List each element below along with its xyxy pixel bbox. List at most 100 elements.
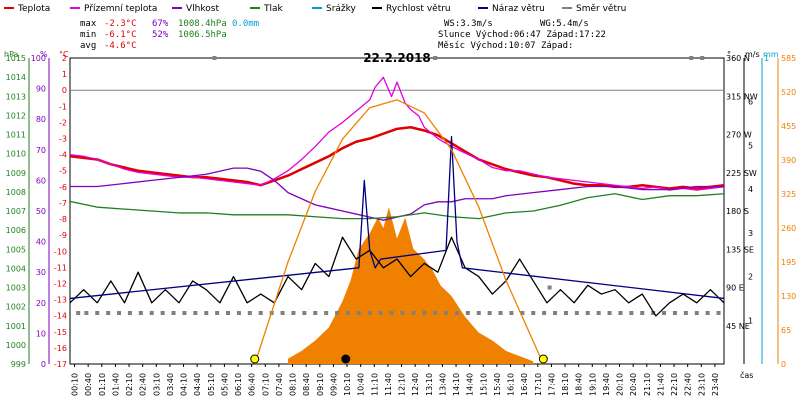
- axis-celsius-tick-18: -16: [54, 344, 67, 353]
- wind-direction-point: [618, 311, 623, 315]
- series-line-4: [69, 236, 725, 317]
- x-tick-label-1: 00:40: [84, 373, 93, 396]
- x-tick-label-35: 17:40: [547, 373, 556, 396]
- axis-celsius-tick-16: -14: [54, 312, 67, 321]
- axis-celsius-tick-8: -6: [59, 183, 67, 192]
- stat-min-label: min: [80, 30, 96, 40]
- x-tick-label-8: 04:10: [180, 373, 189, 396]
- wind-direction-point: [204, 311, 209, 315]
- wind-direction-point: [422, 311, 427, 315]
- axis-hpa-tick-11: 1004: [6, 264, 26, 273]
- stat-avg-label: avg: [80, 41, 96, 51]
- x-tick-label-44: 22:10: [670, 373, 679, 396]
- axis-percent-tick-6: 40: [36, 238, 46, 247]
- x-tick-label-46: 23:10: [697, 373, 706, 396]
- stat-moon: Měsíc Východ:10:07 Západ:: [438, 41, 573, 51]
- wind-direction-point: [498, 311, 503, 315]
- axis-direction-tick-6: 90 E: [726, 284, 744, 293]
- axis-hpa-tick-1: 1014: [6, 73, 26, 82]
- axis-direction-unit: °: [727, 50, 731, 59]
- axis-solar-tick-3: 390: [781, 156, 796, 165]
- legend-label-0: Teplota: [17, 4, 50, 14]
- x-tick-label-36: 18:10: [561, 373, 570, 396]
- series-line-3: [69, 193, 725, 220]
- axis-celsius-tick-14: -12: [54, 279, 67, 288]
- wind-direction-point: [705, 311, 710, 315]
- wind-direction-point: [476, 311, 481, 315]
- sunrise-marker: [250, 354, 260, 364]
- stat-min-hum: 52%: [152, 30, 169, 40]
- wind-direction-point: [160, 311, 165, 315]
- x-tick-label-47: 23:40: [711, 373, 720, 396]
- wind-direction-point: [563, 311, 568, 315]
- legend-label-2: Vlhkost: [186, 4, 219, 14]
- axis-direction-tick-0: 360 N: [726, 54, 750, 63]
- axis-celsius-tick-12: -10: [54, 247, 67, 256]
- x-tick-label-29: 14:40: [466, 373, 475, 396]
- markers: [250, 354, 548, 364]
- wind-direction-point: [553, 311, 558, 315]
- axis-hpa-tick-16: 999: [11, 360, 26, 369]
- series-layer: [69, 76, 725, 365]
- wind-direction-point: [345, 311, 350, 315]
- stat-avg-temp: -4.6°C: [104, 41, 137, 51]
- x-tick-label-13: 06:40: [248, 373, 257, 396]
- wind-direction-point: [433, 56, 438, 60]
- x-tick-label-31: 15:40: [493, 373, 502, 396]
- wind-direction-point: [531, 311, 536, 315]
- axis-hpa-tick-6: 1009: [6, 169, 26, 178]
- wind-direction-point: [520, 311, 525, 315]
- wind-direction-point: [182, 311, 187, 315]
- wind-direction-point: [433, 311, 438, 315]
- legend-label-3: Tlak: [263, 4, 284, 14]
- stat-max-hum: 67%: [152, 19, 169, 29]
- axis-hpa-tick-4: 1011: [6, 131, 26, 140]
- x-tick-label-38: 19:10: [588, 373, 597, 396]
- axis-celsius-tick-9: -7: [59, 199, 67, 208]
- x-tick-label-18: 09:10: [316, 373, 325, 396]
- x-tick-label-12: 06:10: [234, 373, 243, 396]
- wind-direction-point: [411, 311, 416, 315]
- x-tick-label-33: 16:40: [520, 373, 529, 396]
- axis-hpa-tick-0: 1015: [6, 54, 26, 63]
- x-tick-label-14: 07:10: [261, 373, 270, 396]
- wind-direction-point: [444, 311, 449, 315]
- wind-direction-point: [454, 311, 459, 315]
- legend-label-5: Rychlost větru: [386, 4, 451, 14]
- axis-wind-tick-5: 6: [748, 98, 753, 107]
- legend-label-1: Přízemní teplota: [84, 4, 157, 14]
- series-line-0: [69, 126, 725, 190]
- x-tick-label-6: 03:10: [152, 373, 161, 396]
- axis-wind-tick-3: 4: [748, 185, 753, 194]
- axis-solar-tick-7: 130: [781, 292, 796, 301]
- sunset-marker: [538, 354, 548, 364]
- axes: 1015101410131012101110101009100810071006…: [6, 54, 797, 369]
- axis-solar-tick-4: 325: [781, 190, 796, 199]
- wind-direction-point: [193, 311, 198, 315]
- wind-direction-point: [542, 311, 547, 315]
- axis-celsius-tick-13: -11: [54, 263, 67, 272]
- axis-wind-tick-0: 1: [748, 316, 753, 325]
- axis-solar-tick-9: 0: [781, 360, 786, 369]
- stat-ws: WS:3.3m/s: [444, 19, 493, 29]
- axis-solar-tick-0: 585: [781, 54, 796, 63]
- wind-direction-point: [662, 311, 667, 315]
- x-tick-label-7: 03:40: [166, 373, 175, 396]
- axis-hpa-tick-12: 1003: [6, 284, 26, 293]
- axis-celsius-tick-0: 2: [62, 54, 67, 63]
- axis-celsius-tick-4: -2: [59, 118, 67, 127]
- wind-direction-point: [212, 56, 217, 60]
- axis-hpa-unit: hPa: [4, 50, 19, 59]
- stat-max-temp: -2.3°C: [104, 19, 137, 29]
- wind-direction-point: [574, 311, 579, 315]
- x-tick-label-28: 14:10: [452, 373, 461, 396]
- axis-direction-tick-5: 135 SE: [726, 245, 754, 254]
- axis-percent-tick-9: 10: [36, 329, 46, 338]
- axis-rain-unit: mm: [763, 50, 779, 59]
- chart-title: 22.2.2018: [363, 51, 431, 65]
- wind-direction-point: [689, 56, 694, 60]
- wind-direction-point: [76, 311, 81, 315]
- stat-min-press: 1006.5hPa: [178, 30, 227, 40]
- axis-hpa-tick-7: 1008: [6, 188, 26, 197]
- wind-direction-point: [683, 311, 688, 315]
